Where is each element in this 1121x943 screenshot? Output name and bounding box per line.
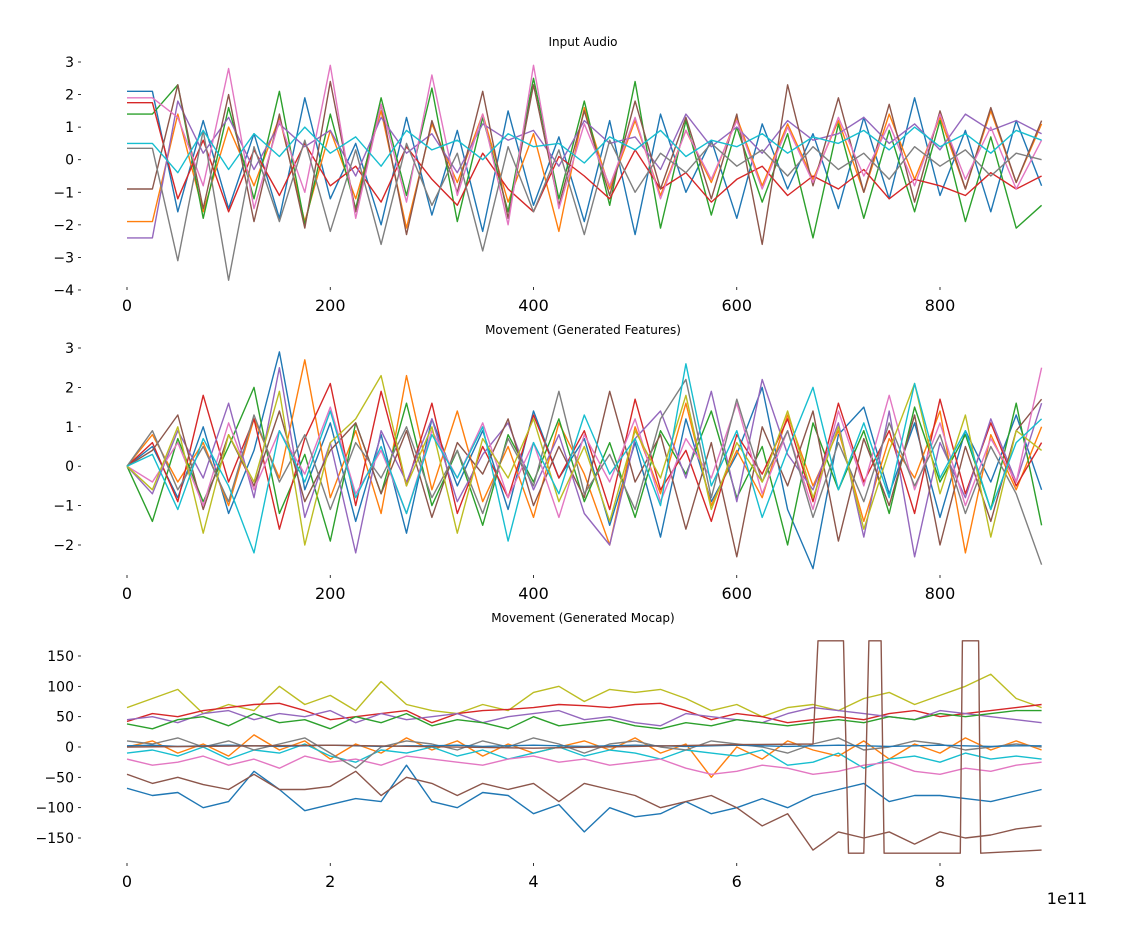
series-line-2 bbox=[126, 673, 1042, 718]
series-line-1 bbox=[127, 106, 1043, 233]
y-tick-label: −2 bbox=[53, 538, 74, 554]
series-line-1 bbox=[126, 770, 1042, 851]
series-line-2 bbox=[127, 77, 1043, 239]
x-tick-label: 600 bbox=[721, 584, 752, 603]
series-line-7 bbox=[127, 129, 1042, 281]
x-tick-label: 600 bbox=[721, 296, 752, 315]
y-tick-label: −100 bbox=[36, 801, 74, 817]
chart-title: Movement (Generated Features) bbox=[485, 323, 681, 337]
series-line-5 bbox=[126, 390, 1043, 558]
series-line-8 bbox=[126, 374, 1043, 546]
series-line-8 bbox=[126, 755, 1042, 775]
y-tick-label: −3 bbox=[53, 250, 74, 266]
series-line-7 bbox=[126, 743, 1042, 769]
x-tick-label: 800 bbox=[925, 584, 956, 603]
y-tick-label: 50 bbox=[56, 710, 74, 726]
series-line-4 bbox=[126, 367, 1043, 558]
series-line-0 bbox=[126, 351, 1043, 570]
y-tick-label: −2 bbox=[53, 218, 74, 234]
y-tick-label: −50 bbox=[44, 770, 74, 786]
series-line-2 bbox=[126, 386, 1043, 546]
x-tick-label: 0 bbox=[122, 584, 132, 603]
y-tick-label: 1 bbox=[65, 120, 74, 136]
x-tick-label: 6 bbox=[732, 872, 742, 891]
y-tick-label: −1 bbox=[53, 499, 74, 515]
y-tick-label: 1 bbox=[65, 420, 74, 436]
y-tick-label: 2 bbox=[65, 380, 74, 396]
series-line-8 bbox=[127, 126, 1042, 174]
series-line-4 bbox=[127, 100, 1042, 239]
y-tick-label: 0 bbox=[65, 459, 74, 475]
x-tick-label: 400 bbox=[518, 584, 549, 603]
x-tick-label: 4 bbox=[528, 872, 538, 891]
series-line-9 bbox=[126, 363, 1043, 554]
y-tick-label: 0 bbox=[65, 740, 74, 756]
y-tick-label: −4 bbox=[53, 283, 74, 299]
x-tick-label: 0 bbox=[122, 872, 132, 891]
y-tick-label: 0 bbox=[65, 153, 74, 169]
series-line-6 bbox=[127, 64, 1043, 226]
series-line-3 bbox=[126, 702, 1042, 724]
y-tick-label: −1 bbox=[53, 185, 74, 201]
series-line-5 bbox=[127, 80, 1043, 246]
chart-title: Movement (Generated Mocap) bbox=[491, 611, 674, 625]
series-line-3 bbox=[127, 101, 1042, 213]
x-tick-label: 0 bbox=[122, 296, 132, 315]
x-tick-label: 200 bbox=[315, 296, 346, 315]
series-line-9 bbox=[126, 737, 1042, 769]
x-tick-label: 2 bbox=[325, 872, 335, 891]
y-tick-label: −150 bbox=[36, 831, 74, 847]
y-tick-label: 3 bbox=[65, 55, 74, 71]
chart-title: Input Audio bbox=[549, 35, 618, 49]
x-tick-label: 8 bbox=[935, 872, 945, 891]
x-tick-label: 400 bbox=[518, 296, 549, 315]
y-tick-label: 150 bbox=[47, 649, 74, 665]
series-line-7 bbox=[126, 378, 1043, 565]
series-line-1 bbox=[126, 359, 1043, 554]
series-line-11 bbox=[126, 640, 1042, 854]
y-tick-label: 2 bbox=[65, 88, 74, 104]
series-line-10 bbox=[126, 744, 1042, 748]
series-line-0 bbox=[126, 764, 1042, 833]
x-tick-label: 800 bbox=[925, 296, 956, 315]
generated-mocap-panel: Movement (Generated Mocap) 150 100 50 0 −50 −1… bbox=[36, 611, 1088, 908]
series-line-3 bbox=[126, 382, 1043, 530]
series-line-5 bbox=[126, 709, 1042, 730]
generated-features-panel: Movement (Generated Features) 3 2 1 0 −1 −2 0 20… bbox=[53, 323, 1043, 603]
y-tick-label: 100 bbox=[47, 679, 74, 695]
x-offset-label: 1e11 bbox=[1047, 889, 1087, 908]
x-tick-label: 200 bbox=[315, 584, 346, 603]
y-tick-label: 3 bbox=[65, 341, 74, 357]
input-audio-panel: Input Audio 3 2 1 0 −1 −2 −3 −4 0 200 400 600 800 bbox=[53, 35, 1043, 315]
